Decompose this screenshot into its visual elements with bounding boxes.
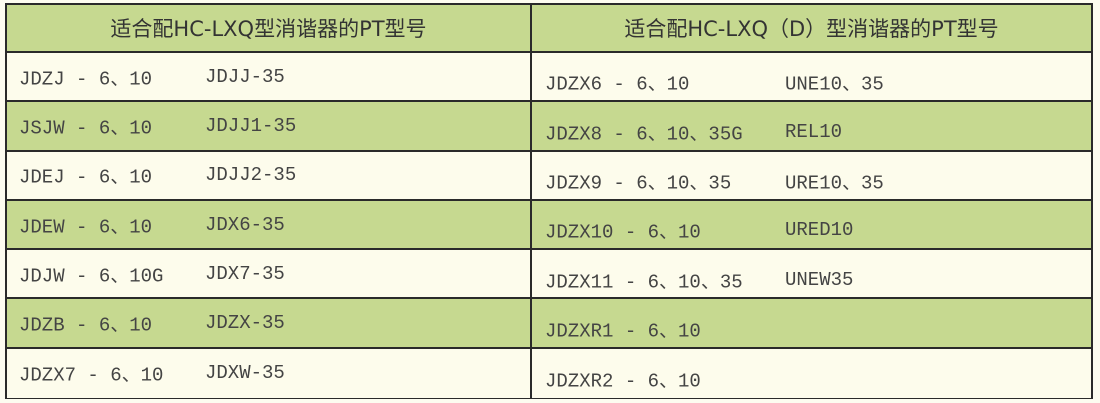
- model-cell: URE10、35: [785, 172, 884, 195]
- model-cell: JDZX-35: [205, 312, 285, 335]
- hc-lxq-d-column: 适合配HC-LXQ（D）型消谐器的PT型号 JDZX6 - 6、10 UNE10、…: [532, 5, 1091, 399]
- model-cell: JDZJ - 6、10: [19, 68, 153, 91]
- model-cell: JDEJ - 6、10: [19, 166, 153, 189]
- model-cell: JDJJ2-35: [205, 164, 297, 187]
- model-cell: JDZX10 - 6、10: [545, 221, 701, 244]
- model-cell: JSJW - 6、10: [19, 117, 153, 140]
- model-cell: UNEW35: [785, 268, 854, 291]
- model-cell: JDZXR2 - 6、10: [545, 370, 701, 393]
- table-row: JDEJ - 6、10 JDJJ2-35: [7, 151, 530, 201]
- model-cell: JDJJ1-35: [205, 114, 297, 137]
- model-cell: JDZX8 - 6、10、35G: [545, 123, 743, 146]
- table-row: JSJW - 6、10 JDJJ1-35: [7, 102, 530, 152]
- pt-model-table: 适合配HC-LXQ型消谐器的PT型号 JDZJ - 6、10 JDJJ-35 JS…: [5, 3, 1093, 399]
- model-cell: JDX6-35: [205, 213, 285, 236]
- table-row: JDJW - 6、10G JDX7-35: [7, 250, 530, 300]
- model-cell: JDXW-35: [205, 362, 285, 385]
- model-cell: JDZX7 - 6、10: [19, 364, 164, 387]
- table-row: JDEW - 6、10 JDX6-35: [7, 200, 530, 251]
- table-row: JDZXR2 - 6、10: [532, 348, 1091, 399]
- model-cell: JDZXR1 - 6、10: [545, 320, 701, 343]
- model-cell: REL10: [785, 120, 843, 143]
- model-cell: JDEW - 6、10: [19, 216, 153, 239]
- table-row: JDZX10 - 6、10 URED10: [532, 200, 1091, 251]
- model-cell: JDX7-35: [205, 262, 285, 285]
- model-cell: UNE10、35: [785, 73, 884, 96]
- model-cell: URED10: [785, 219, 854, 242]
- table-row: JDZX6 - 6、10 UNE10、35: [532, 53, 1091, 103]
- model-cell: JDZX9 - 6、10、35: [545, 172, 732, 195]
- table-row: JDZX11 - 6、10、35 UNEW35: [532, 250, 1091, 300]
- hc-lxq-column: 适合配HC-LXQ型消谐器的PT型号 JDZJ - 6、10 JDJJ-35 JS…: [7, 5, 532, 399]
- table-row: JDZB - 6、10 JDZX-35: [7, 299, 530, 349]
- table-row: JDZXR1 - 6、10: [532, 299, 1091, 349]
- column-header: 适合配HC-LXQ型消谐器的PT型号: [7, 5, 530, 53]
- model-cell: JDJW - 6、10G: [19, 265, 164, 288]
- table-row: JDZX9 - 6、10、35 URE10、35: [532, 151, 1091, 201]
- column-header: 适合配HC-LXQ（D）型消谐器的PT型号: [532, 5, 1091, 53]
- table-row: JDZJ - 6、10 JDJJ-35: [7, 53, 530, 103]
- model-cell: JDZX11 - 6、10、35: [545, 271, 743, 293]
- model-cell: JDZB - 6、10: [19, 314, 153, 337]
- table-row: JDZX7 - 6、10 JDXW-35: [7, 348, 530, 399]
- model-cell: JDZX6 - 6、10: [545, 73, 690, 96]
- table-row: JDZX8 - 6、10、35G REL10: [532, 102, 1091, 152]
- model-cell: JDJJ-35: [205, 65, 285, 88]
